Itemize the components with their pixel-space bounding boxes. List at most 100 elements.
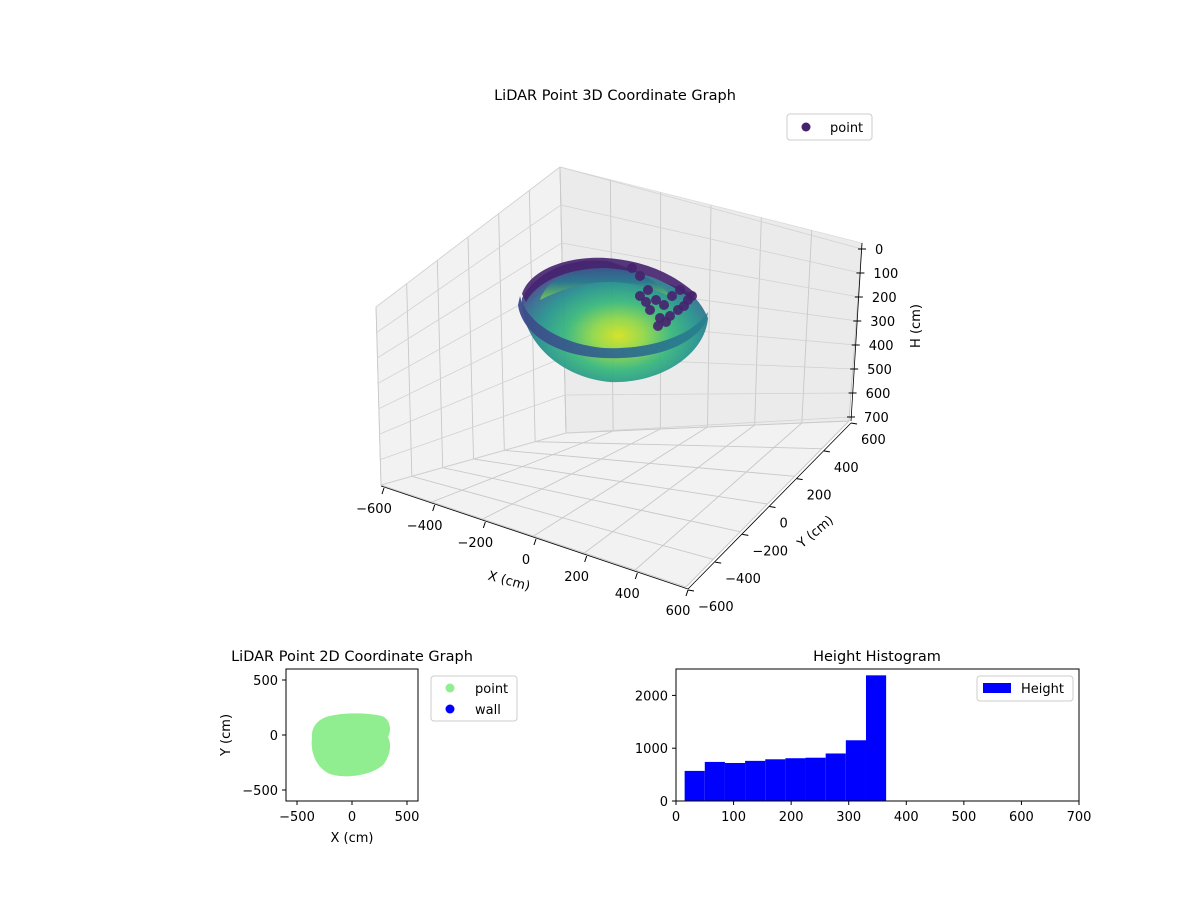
legend-marker-point	[801, 122, 811, 132]
histogram-bar	[745, 760, 766, 801]
rim-points	[627, 263, 697, 331]
rim-point	[641, 297, 651, 307]
y-axis-label-2d: Y (cm)	[219, 714, 234, 757]
legend-marker-height	[983, 683, 1011, 693]
grid-line-z	[376, 204, 861, 333]
y-tick	[769, 506, 776, 508]
legend-marker-wall-2d	[445, 704, 455, 714]
y-tick-label: −200	[752, 544, 788, 559]
x-axis-label-3d: X (cm)	[486, 569, 531, 595]
histogram-bar	[785, 758, 806, 801]
y-tick-label: 400	[834, 461, 859, 476]
y-tick-label-2d: 0	[270, 729, 278, 744]
x-tick	[584, 555, 588, 563]
x-tick-label: 400	[615, 587, 640, 602]
histogram-bar	[704, 761, 725, 801]
z-tick-label: 0	[875, 243, 883, 258]
y-tick-label: 600	[861, 433, 886, 448]
y-axis-label-3d: Y (cm)	[794, 513, 837, 552]
rim-point	[667, 291, 677, 301]
grid-line-z	[375, 166, 863, 308]
grid-line-z	[377, 242, 859, 359]
z-axis-label-3d: H (cm)	[909, 304, 924, 348]
axes-3d: −600−600−400−400−200−2000020020040040060…	[356, 242, 898, 619]
chart-3d-title: LiDAR Point 3D Coordinate Graph	[494, 88, 736, 104]
grid-line-z	[380, 416, 852, 486]
y-tick-label-hist: 2000	[635, 689, 668, 704]
chart-3d: LiDAR Point 3D Coordinate Graph	[356, 88, 924, 619]
x-tick-label: −400	[407, 519, 443, 534]
rim-point	[651, 295, 661, 305]
x-tick-label-hist: 700	[1067, 810, 1092, 825]
rim-point	[635, 271, 645, 281]
x-tick-label: 200	[564, 570, 589, 585]
histogram-bar	[805, 757, 826, 801]
x-tick-label-hist: 600	[1009, 810, 1034, 825]
y-tick-label-2d: −500	[242, 784, 278, 799]
histogram-title: Height Histogram	[813, 649, 941, 665]
axes-histogram: 0 100 200 300 400 500 600 700 0 1000 2000	[635, 689, 1092, 825]
rim-point	[653, 321, 663, 331]
rim-point	[679, 301, 689, 311]
grid-line-z	[380, 392, 853, 460]
histogram-bar	[845, 740, 866, 801]
y-tick	[823, 450, 830, 453]
y-tick-label: 0	[780, 517, 788, 532]
point-cloud	[518, 257, 708, 383]
chart-histogram: Height Histogram 0 100 200 300 400 500 600 7000…	[635, 649, 1092, 825]
point-cloud-2d	[311, 713, 391, 777]
rim-point	[675, 285, 685, 295]
x-tick	[432, 504, 436, 512]
x-tick-label-2d: 500	[395, 810, 420, 825]
y-tick-label: −400	[725, 572, 761, 587]
chart-2d-title: LiDAR Point 2D Coordinate Graph	[231, 649, 473, 665]
histogram-bar	[825, 753, 846, 801]
y-tick-label-2d: 500	[253, 674, 278, 689]
x-tick-label: 600	[666, 604, 691, 619]
x-tick-label-hist: 0	[672, 810, 680, 825]
y-tick	[850, 422, 858, 425]
y-tick	[687, 589, 695, 592]
y-tick	[796, 478, 803, 481]
bowl-rim-front	[518, 296, 708, 359]
z-tick-label: 400	[869, 339, 894, 354]
y-tick	[742, 533, 749, 536]
z-tick-label: 100	[873, 267, 898, 282]
z-tick-label: 700	[864, 411, 889, 426]
x-tick-label-hist: 400	[894, 810, 919, 825]
x-tick-label-hist: 100	[721, 810, 746, 825]
x-tick-label: −600	[356, 502, 392, 517]
rim-point	[627, 263, 637, 273]
x-tick-label-2d: 0	[348, 810, 356, 825]
rim-point	[661, 317, 671, 327]
y-tick	[715, 561, 722, 564]
legend-label-height: Height	[1021, 682, 1064, 697]
legend-label-point-2d: point	[475, 682, 508, 697]
axes-2d: −500−500 0 0 500 500	[242, 674, 419, 825]
y-tick-label: 200	[807, 489, 832, 504]
x-tick-label: 0	[522, 553, 530, 568]
x-tick	[482, 521, 486, 529]
rim-point	[645, 305, 655, 315]
histogram-bar	[724, 762, 746, 801]
x-tick-label: −200	[457, 536, 493, 551]
x-tick	[685, 589, 689, 597]
legend-marker-point-2d	[445, 683, 455, 693]
y-axis-line-3d	[687, 422, 852, 590]
x-tick-label-hist: 500	[951, 810, 976, 825]
x-tick	[533, 538, 537, 546]
z-tick-label: 500	[867, 363, 892, 378]
legend-label-wall-2d: wall	[475, 703, 501, 718]
plot-frame-histogram	[675, 668, 1080, 802]
rim-point	[687, 291, 697, 301]
rim-point	[643, 285, 653, 295]
legend-histogram: Height	[976, 675, 1074, 702]
histogram-bars	[684, 675, 887, 801]
bowl-rim-back	[522, 257, 696, 302]
x-tick	[634, 572, 638, 580]
legend-2d: point wall	[430, 675, 518, 722]
z-tick-label: 200	[872, 291, 897, 306]
z-tick-label: 300	[870, 315, 895, 330]
y-tick-label-hist: 1000	[635, 742, 668, 757]
